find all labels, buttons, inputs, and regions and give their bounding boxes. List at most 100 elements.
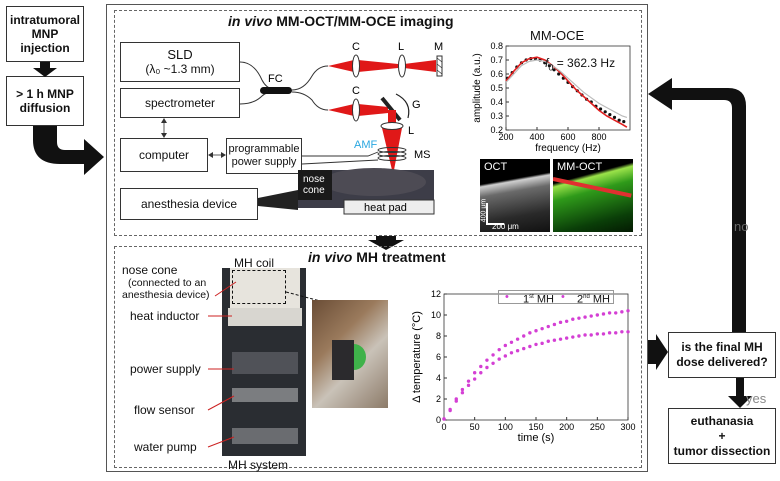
m-label: M	[434, 41, 443, 53]
mmoct-red-surface	[553, 177, 632, 198]
heat-inductor-unit	[228, 308, 302, 326]
data-point	[454, 399, 458, 403]
data-point	[622, 120, 626, 124]
data-point	[515, 349, 520, 353]
data-point	[479, 364, 483, 369]
data-point	[552, 338, 557, 342]
anesthesia-tube	[258, 190, 298, 210]
scale-bar-h	[486, 223, 504, 225]
data-point	[564, 319, 569, 323]
mh-title-italic: in vivo	[308, 249, 353, 265]
mh-zoom-photo	[312, 300, 388, 408]
l1-label: L	[398, 41, 404, 53]
optics-schematic: FC C L M G C L AMF MS nose cone heat pad	[161, 41, 443, 215]
scale-v-label: 400 μm	[480, 198, 488, 223]
x-tick-label: 400	[529, 132, 544, 142]
data-point	[540, 326, 544, 331]
scale-bar	[486, 203, 488, 225]
data-point	[589, 333, 593, 337]
data-point	[448, 408, 452, 413]
computer-label: computer	[138, 148, 190, 162]
data-point	[626, 330, 630, 334]
data-point	[497, 357, 501, 361]
data-point	[497, 347, 501, 352]
computer-box: computer	[120, 138, 208, 172]
data-point	[546, 324, 550, 329]
c2-label: C	[352, 85, 360, 97]
data-point	[479, 371, 483, 375]
coil-dark-part	[332, 340, 354, 380]
x-tick-label: 800	[591, 132, 606, 142]
nose-cone-note-2: anesthesia device)	[122, 289, 210, 301]
ref-focus-lens	[398, 54, 406, 78]
ms-label: MS	[414, 149, 431, 161]
imaging-title-rest: MM-OCT/MM-OCE imaging	[272, 13, 454, 29]
data-point	[552, 322, 557, 327]
data-point	[522, 334, 526, 338]
data-point	[583, 315, 587, 319]
arrow-to-question	[648, 334, 668, 370]
coil-dashed-box	[232, 270, 286, 304]
legend-sup-1: st	[529, 294, 534, 300]
data-point	[608, 113, 612, 117]
question-label: is the final MH dose delivered?	[676, 340, 768, 369]
step-injection-label: intratumoral MNP injection	[9, 13, 80, 55]
data-point	[509, 351, 514, 355]
legend-mark-2: •	[561, 291, 565, 303]
data-point	[534, 329, 538, 333]
c1-label: C	[352, 41, 360, 53]
data-point	[607, 331, 612, 335]
no-label: no	[734, 219, 749, 234]
g-label: G	[412, 99, 421, 111]
sld-box: SLD (λ₀ ~1.3 mm)	[120, 42, 240, 82]
y-tick-label: 0.4	[490, 97, 503, 107]
anesthesia-box: anesthesia device	[120, 188, 258, 220]
imaging-subpanel	[114, 10, 642, 236]
water-pump-unit	[232, 428, 298, 444]
mh-system-label: MH system	[228, 458, 288, 472]
data-point	[607, 311, 612, 315]
right-flow-arrows	[648, 78, 752, 408]
data-point	[466, 383, 471, 388]
nose-cone-label: nose cone	[303, 174, 327, 196]
power-supply-box: programmable power supply	[226, 138, 302, 174]
data-point	[552, 68, 556, 72]
mouse-body	[322, 168, 426, 196]
anesthesia-label: anesthesia device	[140, 197, 238, 211]
sld-label: SLD	[167, 47, 193, 62]
data-point	[442, 417, 446, 421]
end-label-2: tumor dissection	[673, 443, 771, 458]
mh-title: in vivo MH treatment	[308, 249, 446, 265]
nose-cone-note-1: (connected to an	[128, 277, 207, 289]
legend-mark-1: •	[505, 291, 509, 303]
f0-symbol: f	[545, 56, 549, 70]
data-point	[617, 118, 621, 122]
legend-base-2: 2	[577, 293, 584, 306]
x-tick-label: 150	[528, 422, 543, 432]
step-injection-box: intratumoral MNP injection	[6, 6, 84, 62]
flow-sensor-unit	[232, 388, 298, 402]
temp-legend: • 1st MH • 2nd MH	[498, 290, 614, 306]
spectrometer-label: spectrometer	[144, 96, 216, 110]
end-label-1: euthanasia	[690, 413, 754, 428]
galvo-rotation	[395, 93, 410, 119]
data-point	[595, 332, 600, 336]
y-tick-label: 0.5	[490, 83, 503, 93]
mh-title-rest: MH treatment	[352, 249, 446, 265]
fiber-ref	[291, 65, 329, 91]
x-tick-label: 250	[590, 422, 605, 432]
plot-frame	[443, 293, 629, 421]
legend-item-1: 1st MH	[523, 291, 554, 306]
y-tick-label: 6	[436, 352, 441, 362]
data-point	[589, 314, 593, 318]
mmoct-label: MM-OCT	[557, 161, 603, 173]
nose-cone-mh-label: nose cone	[122, 263, 178, 277]
power-supply-mh-label: power supply	[130, 362, 201, 376]
imaging-panel	[106, 4, 648, 472]
data-point	[601, 312, 606, 316]
data-point	[503, 343, 508, 348]
x-tick-label: 200	[498, 132, 513, 142]
down-arrow-center	[368, 236, 404, 250]
x-axis-label: time (s)	[518, 432, 555, 444]
